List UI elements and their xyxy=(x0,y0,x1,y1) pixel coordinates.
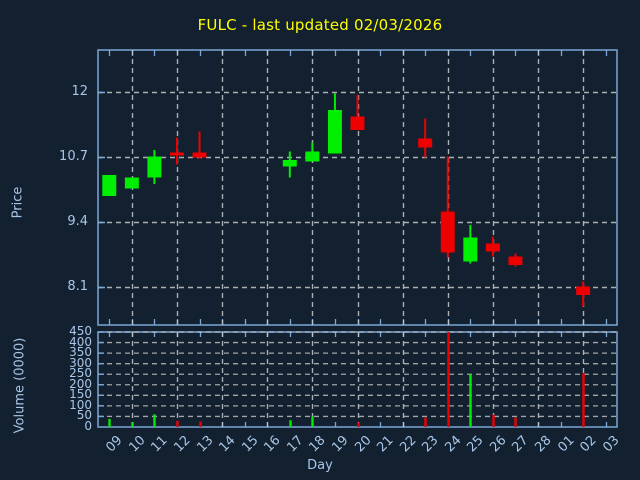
volume-tick-label: 150 xyxy=(69,387,92,402)
volume-tick-label: 50 xyxy=(76,408,92,423)
price-tick-label: 12 xyxy=(71,83,88,99)
candle-body xyxy=(327,110,342,154)
price-tick-label: 9.4 xyxy=(67,213,88,229)
volume-tick-label: 250 xyxy=(69,366,92,381)
volume-tick-label: 300 xyxy=(69,355,92,370)
candle-body xyxy=(508,256,523,265)
volume-tick-label: 0 xyxy=(84,419,92,433)
candle-body xyxy=(463,237,478,262)
candle-body xyxy=(282,160,297,167)
candle-body xyxy=(169,152,184,156)
candle-body xyxy=(124,177,139,189)
candle-body xyxy=(576,286,591,295)
candle-body xyxy=(350,116,365,130)
chart-title: FULC - last updated 02/03/2026 xyxy=(197,16,443,34)
candle-body xyxy=(192,152,207,158)
candle-body xyxy=(102,175,117,196)
volume-tick-label: 100 xyxy=(69,397,92,412)
candle-body xyxy=(147,156,162,178)
price-tick-label: 8.1 xyxy=(67,278,88,294)
volume-tick-label: 350 xyxy=(69,345,92,360)
price-panel-frame xyxy=(97,49,618,326)
price-tick-label: 10.7 xyxy=(59,148,88,164)
day-axis-title: Day xyxy=(307,458,333,473)
volume-tick-label: 200 xyxy=(69,376,92,391)
candle-body xyxy=(418,138,433,148)
candle-body xyxy=(305,151,320,162)
candle-body xyxy=(485,243,500,252)
volume-tick-label: 450 xyxy=(69,324,92,338)
volume-tick-label: 400 xyxy=(69,334,92,349)
candle-body xyxy=(440,211,455,253)
